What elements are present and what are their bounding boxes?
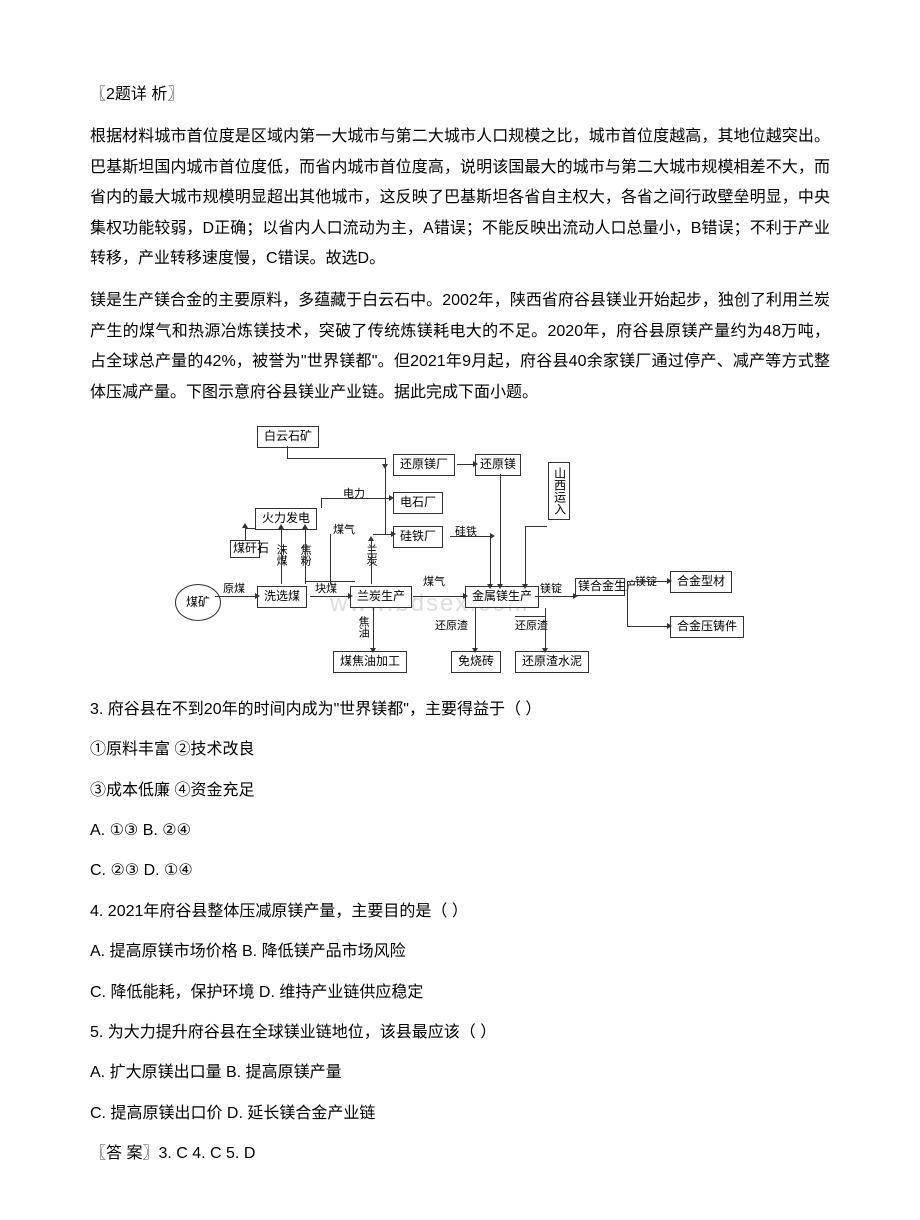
para-2: 镁是生产镁合金的主要原料，多蕴藏于白云石中。2002年，陕西省府谷县镁业开始起步… — [90, 286, 830, 408]
q3-line1: ①原料丰富 ②技术改良 — [90, 735, 830, 765]
label-huanyuanzha1: 还原渣 — [435, 620, 468, 632]
q3-optA: A. ①③ B. ②④ — [90, 816, 830, 846]
para-1: 根据材料城市首位度是区域内第一大城市与第二大城市人口规模之比，城市首位度越高，其… — [90, 122, 830, 274]
node-meikuang: 煤矿 — [175, 584, 221, 621]
node-meihejin: 镁合金生产 — [575, 578, 625, 596]
node-meigangshi: 煤矸石 — [230, 540, 260, 558]
node-dianshichang: 电石厂 — [393, 492, 443, 514]
label-meiding1: 镁锭 — [540, 583, 562, 595]
label-jiaoyou: 焦油 — [357, 616, 369, 638]
q5-optB: C. 提高原镁出口价 D. 延长镁合金产业链 — [90, 1099, 830, 1129]
q3-line2: ③成本低廉 ④资金充足 — [90, 776, 830, 806]
node-huanyuanmei: 还原镁 — [475, 454, 521, 476]
node-meijiaoyou: 煤焦油加工 — [333, 651, 407, 673]
q2-header: 〖2题详 析〗 — [90, 80, 830, 110]
question-4: 4. 2021年府谷县整体压减原镁产量，主要目的是（ ） — [90, 897, 830, 927]
q5-optA: A. 扩大原镁出口量 B. 提高原镁产量 — [90, 1058, 830, 1088]
label-meiqi1: 煤气 — [333, 524, 355, 536]
node-huanyuanmeichang: 还原镁厂 — [393, 454, 455, 476]
diagram-container: www.bdsex.com 白云石矿 还原镁厂 还原镁 火力发电 电石厂 硅铁厂… — [90, 426, 830, 681]
label-yuanmei: 原煤 — [223, 583, 245, 595]
q3-optB: C. ②③ D. ①④ — [90, 856, 830, 886]
node-xixuanmei: 洗选煤 — [257, 586, 307, 608]
node-hejinxingcai: 合金型材 — [670, 571, 732, 593]
node-huanyuanzhashuini: 还原渣水泥 — [515, 651, 589, 673]
node-lantan: 兰炭生产 — [350, 586, 412, 608]
label-meiding2: 镁锭 — [635, 576, 657, 588]
node-shanxiyunru: 山西运入 — [548, 462, 570, 520]
question-3: 3. 府谷县在不到20年的时间内成为"世界镁都"，主要得益于（ ） — [90, 695, 830, 725]
q4-optA: A. 提高原镁市场价格 B. 降低镁产品市场风险 — [90, 937, 830, 967]
node-mianshaozhuang: 免烧砖 — [451, 651, 501, 673]
q4-optB: C. 降低能耗，保护环境 D. 维持产业链供应稳定 — [90, 978, 830, 1008]
label-meiqi2: 煤气 — [423, 576, 445, 588]
flowchart-diagram: www.bdsex.com 白云石矿 还原镁厂 还原镁 火力发电 电石厂 硅铁厂… — [175, 426, 745, 681]
label-huanyuanzha2: 还原渣 — [515, 620, 548, 632]
node-hejinyazhujian: 合金压铸件 — [670, 616, 744, 638]
node-baiyunshi: 白云石矿 — [257, 426, 319, 448]
answer-line: 〖答 案〗3. C 4. C 5. D — [90, 1139, 830, 1169]
node-jinshumei: 金属镁生产 — [465, 586, 539, 608]
node-guitiechang: 硅铁厂 — [393, 526, 443, 548]
question-5: 5. 为大力提升府谷县在全球镁业链地位，该县最应该（ ） — [90, 1018, 830, 1048]
label-kuaimei: 块煤 — [315, 583, 337, 595]
